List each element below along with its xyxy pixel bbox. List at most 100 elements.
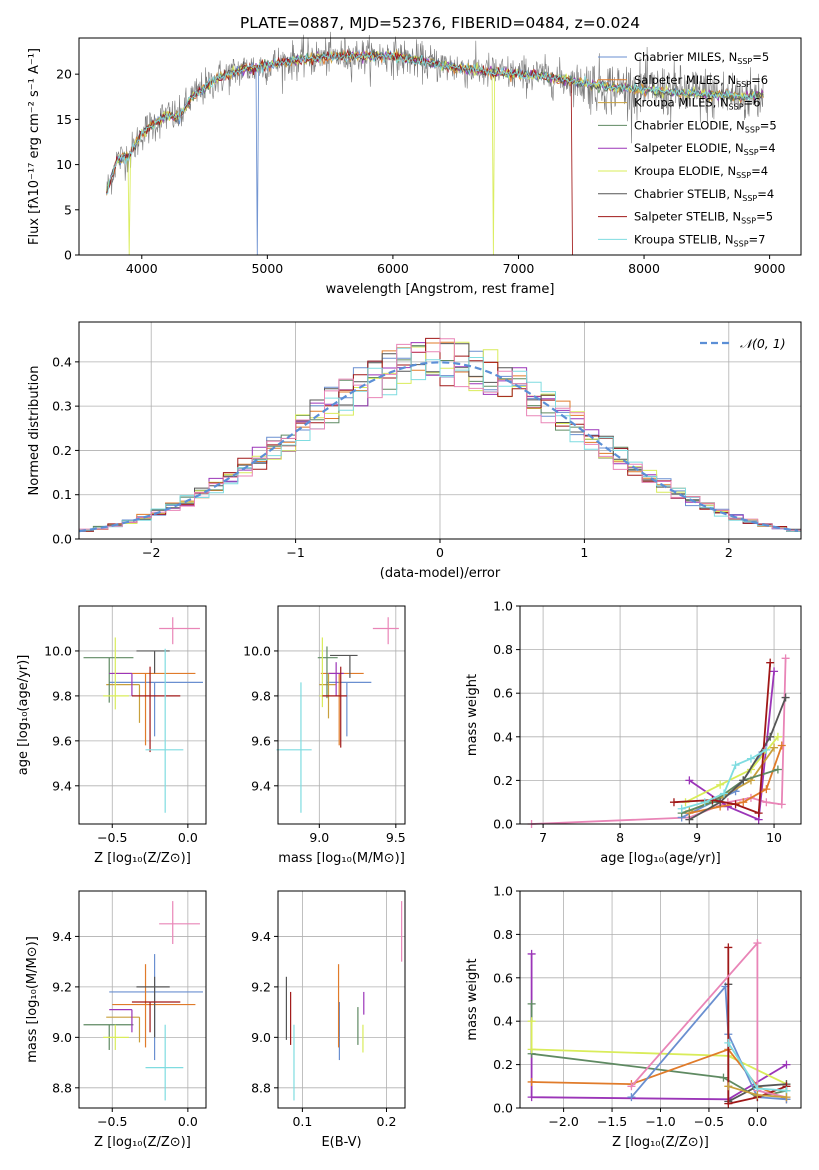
mass-weight-line [727, 947, 787, 1105]
error-bar-point [145, 648, 184, 813]
mass-weight-marker [627, 1093, 636, 1102]
observed-spectrum-line [106, 31, 764, 195]
mass-weight-marker [773, 765, 782, 774]
y-tick-label: 8.8 [251, 1080, 271, 1095]
mass-weight-marker [770, 667, 779, 676]
x-tick-label: −0.5 [694, 1114, 724, 1129]
mass-weight-vs-age-panel: 7 8 9 10 0.0 0.2 0.4 0.6 0.8 1.0 age [log₁₀(age/yr… [465, 599, 802, 866]
x-tick-label: 0 [436, 545, 444, 560]
mass-weight-marker [724, 1082, 733, 1091]
mass-weight-line [688, 671, 775, 821]
mass-weight-marker [700, 798, 709, 807]
y-tick-label: 0.6 [493, 970, 513, 985]
y-tick-label: 0.0 [493, 817, 513, 832]
x-axis-label: Z [log₁₀(Z/Z⊙)] [94, 851, 191, 866]
axes-frame [519, 605, 802, 825]
mass-vs-metallicity-panel: −0.5 0.0 8.8 9.0 9.2 9.4 Z [log₁₀(Z/Z⊙)] mass [… [25, 890, 207, 1150]
x-tick-label: 8 [616, 830, 624, 845]
legend-entry-name: Chabrier MILES, N [634, 50, 737, 64]
legend-entry: Kroupa STELIB, NSSP=7 [634, 232, 765, 248]
y-axis-label: Normed distribution [27, 366, 42, 496]
y-tick-label: 0.4 [493, 1014, 513, 1029]
mass-weight-marker [669, 798, 678, 807]
x-tick-label: −2.0 [548, 1114, 578, 1129]
y-tick-label: 9.8 [52, 688, 72, 703]
mass-weight-marker [753, 939, 762, 948]
mass-weight-marker [773, 732, 782, 741]
x-tick-label: 2 [725, 545, 733, 560]
spectrum-legend: Chabrier MILES, N SSP =5 Salpeter MILES, N S… [598, 50, 777, 248]
error-bar-point [103, 1024, 129, 1050]
x-tick-label: 6000 [377, 261, 409, 276]
mass-weight-marker [739, 776, 748, 785]
legend-entry-count: =7 [749, 232, 766, 246]
y-tick-label: 9.4 [52, 929, 72, 944]
y-axis-label: mass weight [465, 958, 480, 1040]
y-tick-label: 0.2 [52, 443, 72, 458]
error-bar-point [131, 1001, 181, 1033]
error-bar-point [330, 654, 358, 678]
legend-entry-name: Kroupa ELODIE, N [634, 164, 736, 178]
y-tick-label: 9.2 [251, 979, 271, 994]
mass-weight-marker [731, 800, 740, 809]
y-tick-label: 0.1 [52, 487, 72, 502]
legend-entry: Kroupa ELODIE, NSSP=4 [634, 164, 768, 180]
y-tick-label: 9.2 [52, 979, 72, 994]
error-bar-point [109, 681, 203, 737]
axes-frame [277, 605, 406, 825]
mass-weight-marker [627, 1082, 636, 1091]
x-tick-label: 0.0 [178, 830, 198, 845]
legend-entry-name: Kroupa STELIB, N [634, 232, 734, 246]
residual-histogram-panel: −2 −1 0 1 2 0.0 0.1 0.2 0.3 0.4 (data-model)/error… [27, 321, 802, 581]
legend-entry-count: =5 [752, 50, 769, 64]
y-tick-label: 1.0 [493, 599, 513, 614]
mass-weight-marker [527, 1045, 536, 1054]
error-bar-point [106, 684, 141, 723]
x-tick-label: −0.5 [97, 1114, 127, 1129]
x-axis-label: E(B-V) [321, 1135, 361, 1150]
axes-frame [78, 890, 207, 1109]
y-tick-label: 0.0 [493, 1101, 513, 1116]
legend-entry-subscript: SSP [729, 103, 744, 112]
y-axis-label: Flux [fλ10⁻¹⁷ erg cm⁻² s⁻¹ A⁻¹] [27, 48, 42, 245]
mass-weight-marker [762, 785, 771, 794]
legend-entry-name: Salpeter STELIB, N [634, 210, 741, 224]
x-axis-label: Z [log₁₀(Z/Z⊙)] [612, 1135, 709, 1150]
error-bar-point [106, 1016, 141, 1043]
mass-weight-marker [731, 761, 740, 770]
error-bar-point [322, 666, 347, 748]
mass-weight-marker [777, 741, 786, 750]
legend-entry-name: Chabrier STELIB, N [634, 187, 742, 201]
mass-weight-marker [762, 798, 771, 807]
x-tick-label: 0.0 [747, 1114, 767, 1129]
x-tick-label: 9 [693, 830, 701, 845]
mass-weight-marker [685, 776, 694, 785]
y-tick-label: 9.6 [52, 733, 72, 748]
x-tick-label: 0.1 [292, 1114, 312, 1129]
axes-frame [78, 605, 207, 825]
error-bar-point [319, 637, 326, 708]
error-bar-point [112, 964, 196, 1048]
legend-entry: Chabrier ELODIE, NSSP=5 [634, 118, 777, 134]
y-tick-label: 5 [64, 202, 72, 217]
mass-weight-marker [716, 780, 725, 789]
legend-entry-count: =4 [757, 187, 774, 201]
error-bar-point [109, 1008, 133, 1033]
age-vs-metallicity-panel: −0.5 0.0 9.4 9.6 9.8 10.0 Z [log₁₀(Z/Z⊙)] age [… [16, 605, 207, 866]
error-bar-point [317, 646, 338, 699]
x-axis-label: mass [log₁₀(M/M⊙)] [278, 851, 405, 866]
mass-weight-marker [724, 1099, 733, 1108]
axes-frame [78, 37, 802, 256]
y-tick-label: 9.8 [251, 688, 271, 703]
y-tick-label: 9.4 [251, 778, 271, 793]
mass-weight-marker [766, 658, 775, 667]
model-spectrum-salpeter-stelib-line [106, 48, 573, 256]
mass-weight-marker [754, 809, 763, 818]
y-tick-label: 8.8 [52, 1080, 72, 1095]
x-tick-label: 5000 [251, 261, 283, 276]
error-bar-point [136, 976, 170, 1038]
y-tick-label: 10.0 [44, 643, 72, 658]
x-tick-label: 9.0 [309, 830, 329, 845]
y-tick-label: 0.4 [493, 729, 513, 744]
legend-entry-name: Salpeter MILES, N [634, 73, 736, 87]
